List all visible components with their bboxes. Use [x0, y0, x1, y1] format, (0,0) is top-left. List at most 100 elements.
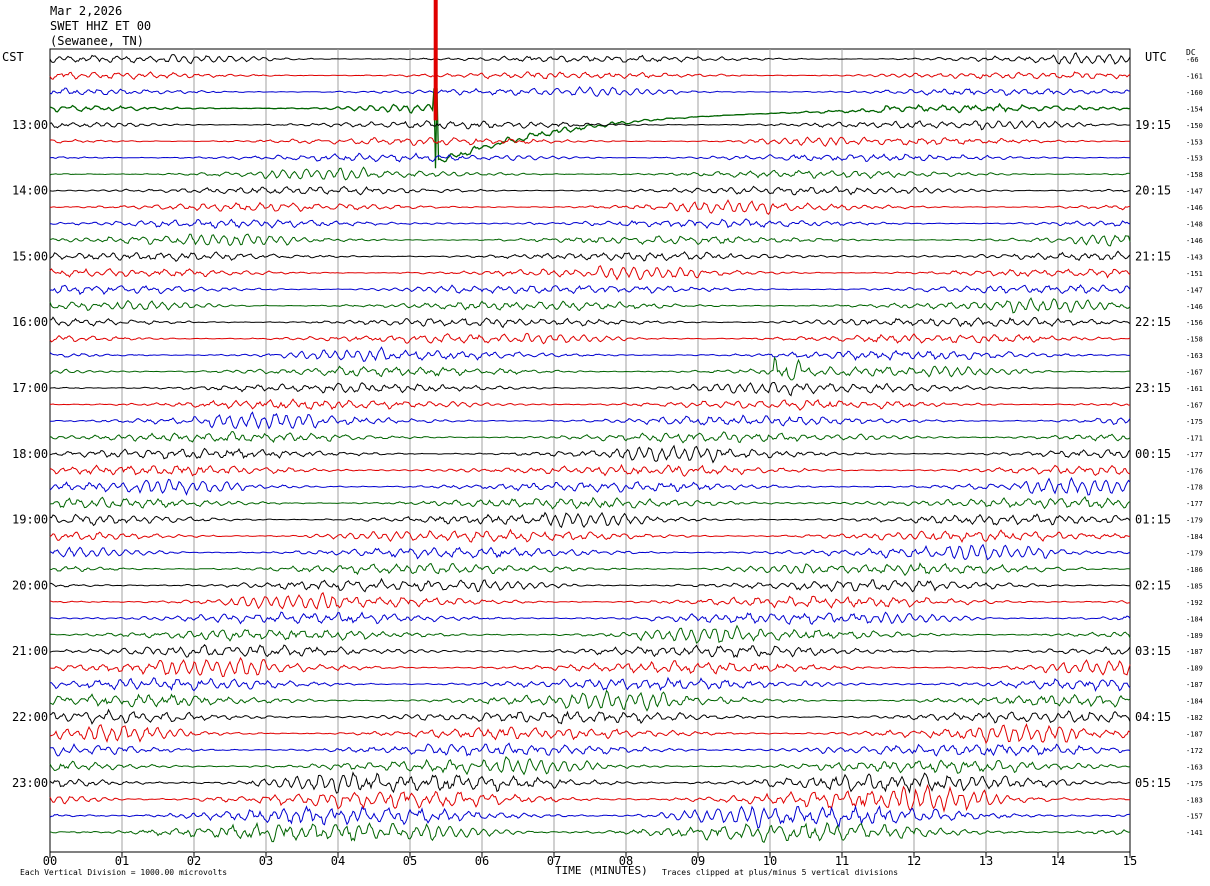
right-hour-label: 19:15	[1135, 118, 1171, 132]
seismic-trace-row	[49, 316, 1131, 329]
seismic-trace-row	[49, 771, 1131, 794]
seismic-trace-row	[49, 120, 1131, 131]
dc-offset-label: -179	[1186, 517, 1203, 525]
dc-offset-label: -141	[1186, 829, 1203, 837]
dc-offset-label: -187	[1186, 730, 1203, 738]
traces-group	[49, 52, 1131, 844]
dc-offset-label: -184	[1186, 615, 1203, 623]
right-hour-label: 03:15	[1135, 644, 1171, 658]
seismic-trace-row	[49, 528, 1131, 543]
seismic-trace-row	[50, 199, 1131, 216]
seismic-trace-row	[50, 742, 1131, 757]
dc-offset-label: -187	[1186, 648, 1203, 656]
dc-offset-label: -157	[1186, 813, 1203, 821]
left-hour-label: 16:00	[12, 315, 48, 329]
dc-offset-label: -163	[1186, 763, 1203, 771]
seismic-trace-row	[49, 430, 1131, 444]
seismic-trace-row	[49, 166, 1131, 181]
seismic-trace-row	[49, 297, 1131, 314]
left-hour-label: 18:00	[12, 447, 48, 461]
x-axis-tick-label: 15	[1123, 854, 1137, 868]
seismic-trace-row	[49, 624, 1131, 644]
seismic-trace-row	[49, 784, 1131, 813]
left-hour-label: 13:00	[12, 118, 48, 132]
dc-header-label: DC	[1186, 48, 1196, 57]
x-axis-tick-label: 12	[907, 854, 921, 868]
dc-offset-label: -175	[1186, 418, 1203, 426]
dc-offset-label: -153	[1186, 155, 1203, 163]
dc-offset-label: -189	[1186, 632, 1203, 640]
dc-offset-label: -167	[1186, 401, 1203, 409]
dc-offset-label: -146	[1186, 237, 1203, 245]
seismic-trace-row	[49, 496, 1131, 510]
right-hour-label: 21:15	[1135, 249, 1171, 263]
x-axis-tick-label: 08	[619, 854, 633, 868]
dc-offset-label: -163	[1186, 352, 1203, 360]
dc-offset-label: -179	[1186, 550, 1203, 558]
right-hour-label: 00:15	[1135, 447, 1171, 461]
dc-offset-label: -171	[1186, 434, 1203, 442]
seismic-trace-row	[49, 250, 1131, 263]
footer-scale-note: Each Vertical Division = 1000.00 microvo…	[20, 868, 228, 877]
dc-offset-label: -183	[1186, 796, 1203, 804]
dc-offset-label: -154	[1186, 105, 1203, 113]
dc-offset-label: -177	[1186, 451, 1203, 459]
seismic-trace-row	[49, 755, 1131, 776]
seismic-trace-row	[49, 88, 1131, 169]
x-axis-tick-label: 10	[763, 854, 777, 868]
dc-offset-label: -66	[1186, 56, 1199, 64]
x-axis-tick-label: 04	[331, 854, 345, 868]
x-axis-tick-label: 06	[475, 854, 489, 868]
dc-offset-label: -189	[1186, 665, 1203, 673]
dc-offset-label: -167	[1186, 369, 1203, 377]
left-timezone-label: CST	[2, 50, 24, 64]
x-axis-tick-label: 14	[1051, 854, 1065, 868]
dc-offset-label: -176	[1186, 467, 1203, 475]
seismic-trace-row	[49, 543, 1131, 561]
x-axis-tick-label: 13	[979, 854, 993, 868]
dc-offset-label: -143	[1186, 253, 1203, 261]
dc-offset-label: -187	[1186, 681, 1203, 689]
seismic-trace-row	[50, 676, 1131, 693]
left-hour-label: 19:00	[12, 513, 48, 527]
dc-offset-label: -158	[1186, 336, 1203, 344]
seismic-trace-row	[49, 611, 1131, 626]
seismic-trace-row	[49, 511, 1131, 529]
seismic-trace-row	[49, 656, 1131, 678]
dc-offset-label: -147	[1186, 188, 1203, 196]
seismic-trace-row	[49, 821, 1131, 844]
x-axis-tick-label: 02	[187, 854, 201, 868]
dc-offset-label: -184	[1186, 533, 1203, 541]
right-hour-label: 05:15	[1135, 776, 1171, 790]
seismic-trace-row	[49, 71, 1131, 80]
seismic-trace-row	[49, 346, 1130, 362]
right-hour-label: 01:15	[1135, 513, 1171, 527]
dc-offset-label: -177	[1186, 500, 1203, 508]
left-hour-label: 20:00	[12, 578, 48, 592]
dc-offset-label: -150	[1186, 122, 1203, 130]
left-hour-label: 17:00	[12, 381, 48, 395]
dc-offset-label: -158	[1186, 171, 1203, 179]
seismic-trace-row	[49, 218, 1131, 230]
seismic-trace-row	[49, 689, 1131, 712]
seismic-trace-row	[49, 463, 1131, 477]
left-hour-label: 15:00	[12, 249, 48, 263]
right-hour-label: 02:15	[1135, 578, 1171, 592]
right-hour-label: 23:15	[1135, 381, 1171, 395]
seismic-trace-row	[49, 136, 1131, 147]
seismic-trace-row	[49, 723, 1131, 745]
seismic-trace-row	[49, 398, 1131, 411]
dc-offset-label: -151	[1186, 270, 1203, 278]
seismic-trace-row	[49, 444, 1131, 464]
seismic-trace-row	[49, 591, 1131, 610]
x-axis-tick-label: 09	[691, 854, 705, 868]
right-hour-label: 22:15	[1135, 315, 1171, 329]
seismic-trace-row	[49, 804, 1131, 829]
x-axis-tick-label: 03	[259, 854, 273, 868]
seismic-trace-row	[50, 411, 1131, 430]
seismic-trace-row	[49, 185, 1131, 196]
dc-offset-label: -153	[1186, 138, 1203, 146]
right-hour-label: 04:15	[1135, 710, 1171, 724]
header-station: SWET HHZ ET 00	[50, 19, 152, 33]
